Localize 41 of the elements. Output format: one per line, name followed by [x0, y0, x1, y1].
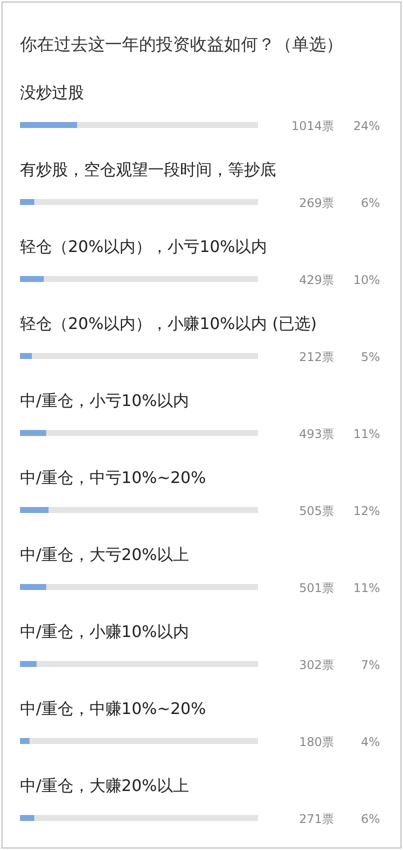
y-tick-label: 中/重仓，大赚20%以上 — [20, 776, 189, 795]
data-label: 12% — [353, 504, 380, 518]
bar — [20, 738, 30, 744]
text: 212票 — [299, 350, 334, 364]
bar — [20, 276, 44, 282]
data-label: 5% — [360, 350, 380, 364]
data-label: 6% — [360, 812, 380, 826]
bar — [20, 584, 46, 590]
text: 493票 — [299, 427, 334, 441]
bar — [20, 507, 49, 513]
bar — [20, 122, 78, 128]
data-label: 4% — [360, 735, 380, 749]
data-label: 10% — [353, 273, 380, 287]
y-tick-label: 轻仓（20%以内），小赚10%以内 (已选) — [20, 314, 317, 333]
bar — [20, 199, 34, 205]
bar — [20, 815, 34, 821]
text: 1014票 — [291, 119, 334, 133]
data-label: 11% — [353, 581, 380, 595]
y-tick-label: 中/重仓，中亏10%~20% — [20, 468, 206, 487]
text: 180票 — [299, 735, 334, 749]
bar — [20, 661, 37, 667]
bar — [20, 353, 32, 359]
y-tick-label: 有炒股，空仓观望一段时间，等抄底 — [20, 160, 276, 179]
data-label: 11% — [353, 427, 380, 441]
bar — [20, 430, 46, 436]
text: 505票 — [299, 504, 334, 518]
y-tick-label: 中/重仓，小赚10%以内 — [20, 622, 189, 641]
y-tick-label: 中/重仓，小亏10%以内 — [20, 391, 189, 410]
text: 271票 — [299, 812, 334, 826]
y-tick-label: 没炒过股 — [20, 83, 84, 102]
text: 429票 — [299, 273, 334, 287]
y-tick-label: 中/重仓，中赚10%~20% — [20, 699, 206, 718]
text: 501票 — [299, 581, 334, 595]
text: 269票 — [299, 196, 334, 210]
data-label: 7% — [360, 658, 380, 672]
chart-title: 你在过去这一年的投资收益如何？（单选） — [19, 35, 343, 55]
y-tick-label: 轻仓（20%以内），小亏10%以内 — [20, 237, 268, 256]
text: 302票 — [299, 658, 334, 672]
data-label: 24% — [353, 119, 380, 133]
data-label: 6% — [360, 196, 380, 210]
y-tick-label: 中/重仓，大亏20%以上 — [20, 545, 189, 564]
